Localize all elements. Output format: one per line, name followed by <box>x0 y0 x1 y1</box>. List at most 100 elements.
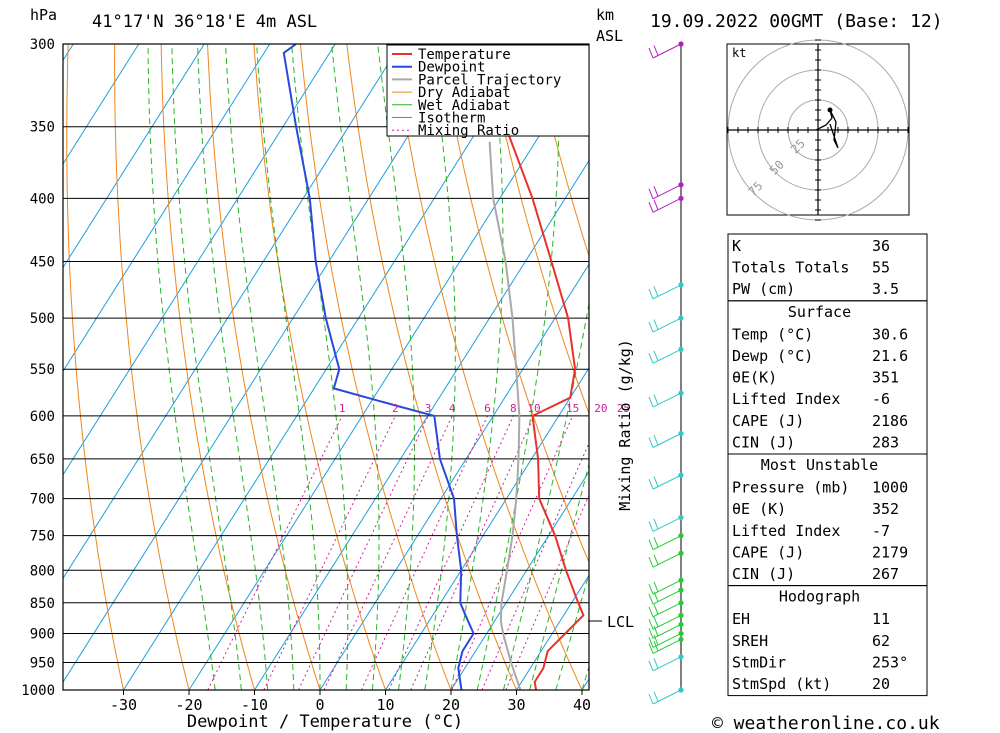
pressure-lines <box>63 44 589 690</box>
indices-label: CAPE (J) <box>732 412 804 430</box>
mixing-ratio-label: 3 <box>425 402 432 415</box>
legend-label: Dry Adiabat <box>418 85 511 101</box>
isotherm-line <box>63 44 140 165</box>
indices-label: CIN (J) <box>732 433 795 451</box>
isotherm-line <box>63 44 402 580</box>
isotherm-line <box>123 44 533 690</box>
sounding-series <box>282 44 585 690</box>
pressure-tick-label: 300 <box>30 37 55 53</box>
height-unit-label: km <box>596 6 614 24</box>
datetime-title: 19.09.2022 00GMT (Base: 12) <box>650 11 943 32</box>
wet-adiabat-line <box>424 44 456 690</box>
dry-adiabat-line <box>951 44 1000 690</box>
isotherm-line <box>63 44 205 269</box>
indices-value: -6 <box>872 390 890 408</box>
hodograph-unit-label: kt <box>732 46 746 60</box>
mixing-ratio-line <box>410 415 535 690</box>
isotherm-line <box>63 44 467 684</box>
indices-label: Lifted Index <box>732 522 840 540</box>
mixing-ratio-line <box>323 415 453 690</box>
dry-adiabat-line <box>485 44 589 415</box>
indices-label: Lifted Index <box>732 390 840 408</box>
dry-adiabat-line <box>346 44 517 690</box>
mixing-ratio-line <box>505 493 589 690</box>
x-tick-label: -20 <box>175 696 202 714</box>
legend-label: Temperature <box>418 47 511 63</box>
indices-label: EH <box>732 610 750 628</box>
height-unit-label-asl: ASL <box>596 27 623 45</box>
legend-label: Mixing Ratio <box>418 123 519 139</box>
temperature-line <box>478 44 585 690</box>
indices-value: 283 <box>872 433 899 451</box>
mixing-ratio-line <box>263 415 396 690</box>
x-axis-title: Dewpoint / Temperature (°C) <box>187 712 463 732</box>
isotherm-line <box>385 367 589 690</box>
isotherm-line <box>319 263 589 690</box>
indices-value: 1000 <box>872 479 908 497</box>
mixing-ratio-line <box>298 415 429 690</box>
wet-adiabat-line <box>529 462 589 690</box>
wet-adiabat-line <box>225 44 295 690</box>
mixing-ratio-line <box>207 415 343 690</box>
mixing-ratio-label: 15 <box>566 402 579 415</box>
pressure-tick-label: 800 <box>30 563 55 579</box>
mixing-ratio-line <box>451 415 574 690</box>
indices-label: StmSpd (kt) <box>732 675 831 693</box>
wet-adiabat-line <box>256 44 321 690</box>
isotherm-line <box>516 574 589 690</box>
indices-label: θE (K) <box>732 500 786 518</box>
pressure-tick-label: 600 <box>30 409 55 425</box>
wet-adiabat-line <box>147 44 216 690</box>
indices-label: Temp (°C) <box>732 325 813 343</box>
legend-box <box>386 44 590 137</box>
indices-label: θE(K) <box>732 369 777 387</box>
legend-label: Dewpoint <box>418 60 485 76</box>
pressure-tick-label: 650 <box>30 452 55 468</box>
mixing-ratio-label: 2 <box>392 402 399 415</box>
wind-barb <box>648 474 682 490</box>
pressure-tick-label: 450 <box>30 255 55 271</box>
parcel-trajectory-line <box>488 141 522 690</box>
dry-adiabat-line <box>114 44 190 690</box>
mixing-ratio-axis-title: Mixing Ratio (g/kg) <box>616 339 634 511</box>
wind-barb <box>648 517 682 532</box>
indices-value: -7 <box>872 522 890 540</box>
legend-label: Parcel Trajectory <box>418 72 561 88</box>
mixing-ratio-labels: 1 2 3 4 6 8 10 15 20 25 <box>339 402 630 415</box>
wet-adiabat-line <box>555 572 589 690</box>
dry-adiabat-line <box>392 44 583 690</box>
hodograph-trace <box>815 109 839 149</box>
wind-barb <box>648 184 682 200</box>
pressure-tick-label: 350 <box>30 120 55 136</box>
legend-label: Isotherm <box>418 111 485 127</box>
dry-adiabat-line <box>532 44 589 258</box>
x-tick-label: -10 <box>241 696 268 714</box>
isotherm-line <box>188 56 589 690</box>
wind-barb <box>648 43 682 59</box>
indices-label: Pressure (mb) <box>732 479 849 497</box>
wind-barb <box>648 552 682 568</box>
indices-value: 2186 <box>872 412 908 430</box>
wind-barb <box>648 317 682 333</box>
indices-value: 20 <box>872 675 890 693</box>
indices-value: 36 <box>872 237 890 255</box>
dry-adiabat-line <box>904 44 1000 690</box>
indices-value: 21.6 <box>872 347 908 365</box>
pressure-axis: 300 350 400 450 500 550 600 650 700 750 800 850 900 9… <box>21 37 55 699</box>
x-tick-label: 20 <box>442 696 460 714</box>
indices-value: 62 <box>872 632 890 650</box>
indices-value: 253° <box>872 653 908 671</box>
lcl-label: LCL <box>607 613 634 631</box>
mixing-ratio-label: 6 <box>484 402 491 415</box>
dry-adiabat-line <box>299 44 452 690</box>
pressure-tick-label: 400 <box>30 191 55 207</box>
wind-barb <box>648 535 682 551</box>
legend-label: Wet Adiabat <box>418 98 511 114</box>
indices-label: Dewp (°C) <box>732 347 813 365</box>
pressure-tick-label: 750 <box>30 529 55 545</box>
dewpoint-line <box>282 44 475 690</box>
hodograph-point <box>827 107 833 113</box>
indices-label: CIN (J) <box>732 565 795 583</box>
